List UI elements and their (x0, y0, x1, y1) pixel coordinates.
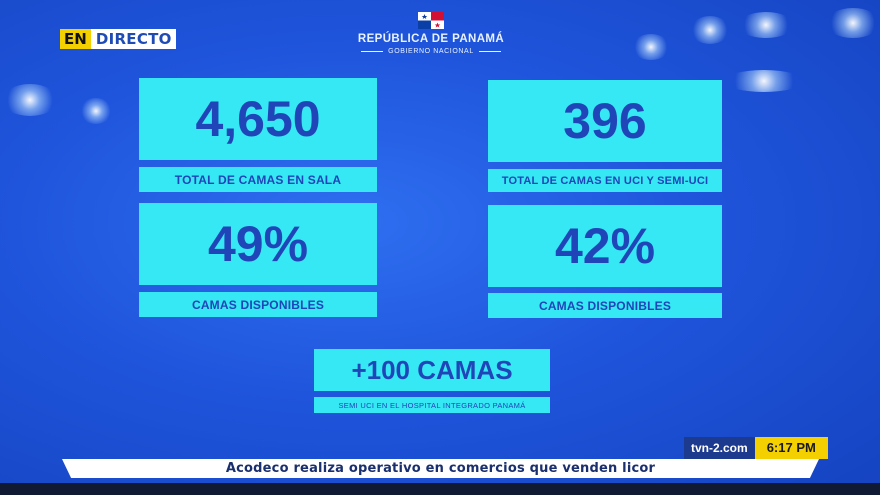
uci-available-value: 42% (488, 205, 722, 287)
sala-available-label: CAMAS DISPONIBLES (139, 292, 377, 317)
background-light (2, 84, 58, 116)
channel-site: tvn-2.com (684, 437, 755, 459)
uci-beds-value: 396 (488, 80, 722, 162)
extra-beds-label: SEMI UCI EN EL HOSPITAL INTEGRADO PANAMÁ (314, 397, 550, 413)
government-subtitle: GOBIERNO NACIONAL (388, 48, 474, 55)
uci-available-label: CAMAS DISPONIBLES (488, 293, 722, 318)
background-light (738, 12, 794, 38)
panama-flag-icon (418, 12, 444, 29)
channel-tag: tvn-2.com 6:17 PM (684, 437, 828, 459)
divider (478, 51, 501, 52)
extra-beds-value: +100 CAMAS (314, 349, 550, 391)
divider (361, 51, 384, 52)
live-directo-label: DIRECTO (90, 29, 176, 49)
government-subtitle-row: GOBIERNO NACIONAL (340, 48, 522, 55)
bottom-strip (0, 483, 880, 495)
live-en-label: EN (60, 29, 91, 49)
broadcast-time: 6:17 PM (754, 437, 828, 459)
background-light (690, 16, 730, 44)
background-light (826, 8, 880, 38)
uci-beds-label: TOTAL DE CAMAS EN UCI Y SEMI-UCI (488, 169, 722, 192)
republic-title: REPÚBLICA DE PANAMÁ (357, 33, 505, 45)
government-header: REPÚBLICA DE PANAMÁ GOBIERNO NACIONAL (340, 12, 522, 55)
background-light (724, 70, 804, 92)
sala-beds-label: TOTAL DE CAMAS EN SALA (139, 167, 377, 192)
live-badge: EN DIRECTO (60, 29, 176, 49)
sala-available-value: 49% (139, 203, 377, 285)
background-light (632, 34, 670, 60)
news-ticker: Acodeco realiza operativo en comercios q… (62, 459, 819, 478)
background-light (80, 98, 112, 124)
sala-beds-value: 4,650 (139, 78, 377, 160)
